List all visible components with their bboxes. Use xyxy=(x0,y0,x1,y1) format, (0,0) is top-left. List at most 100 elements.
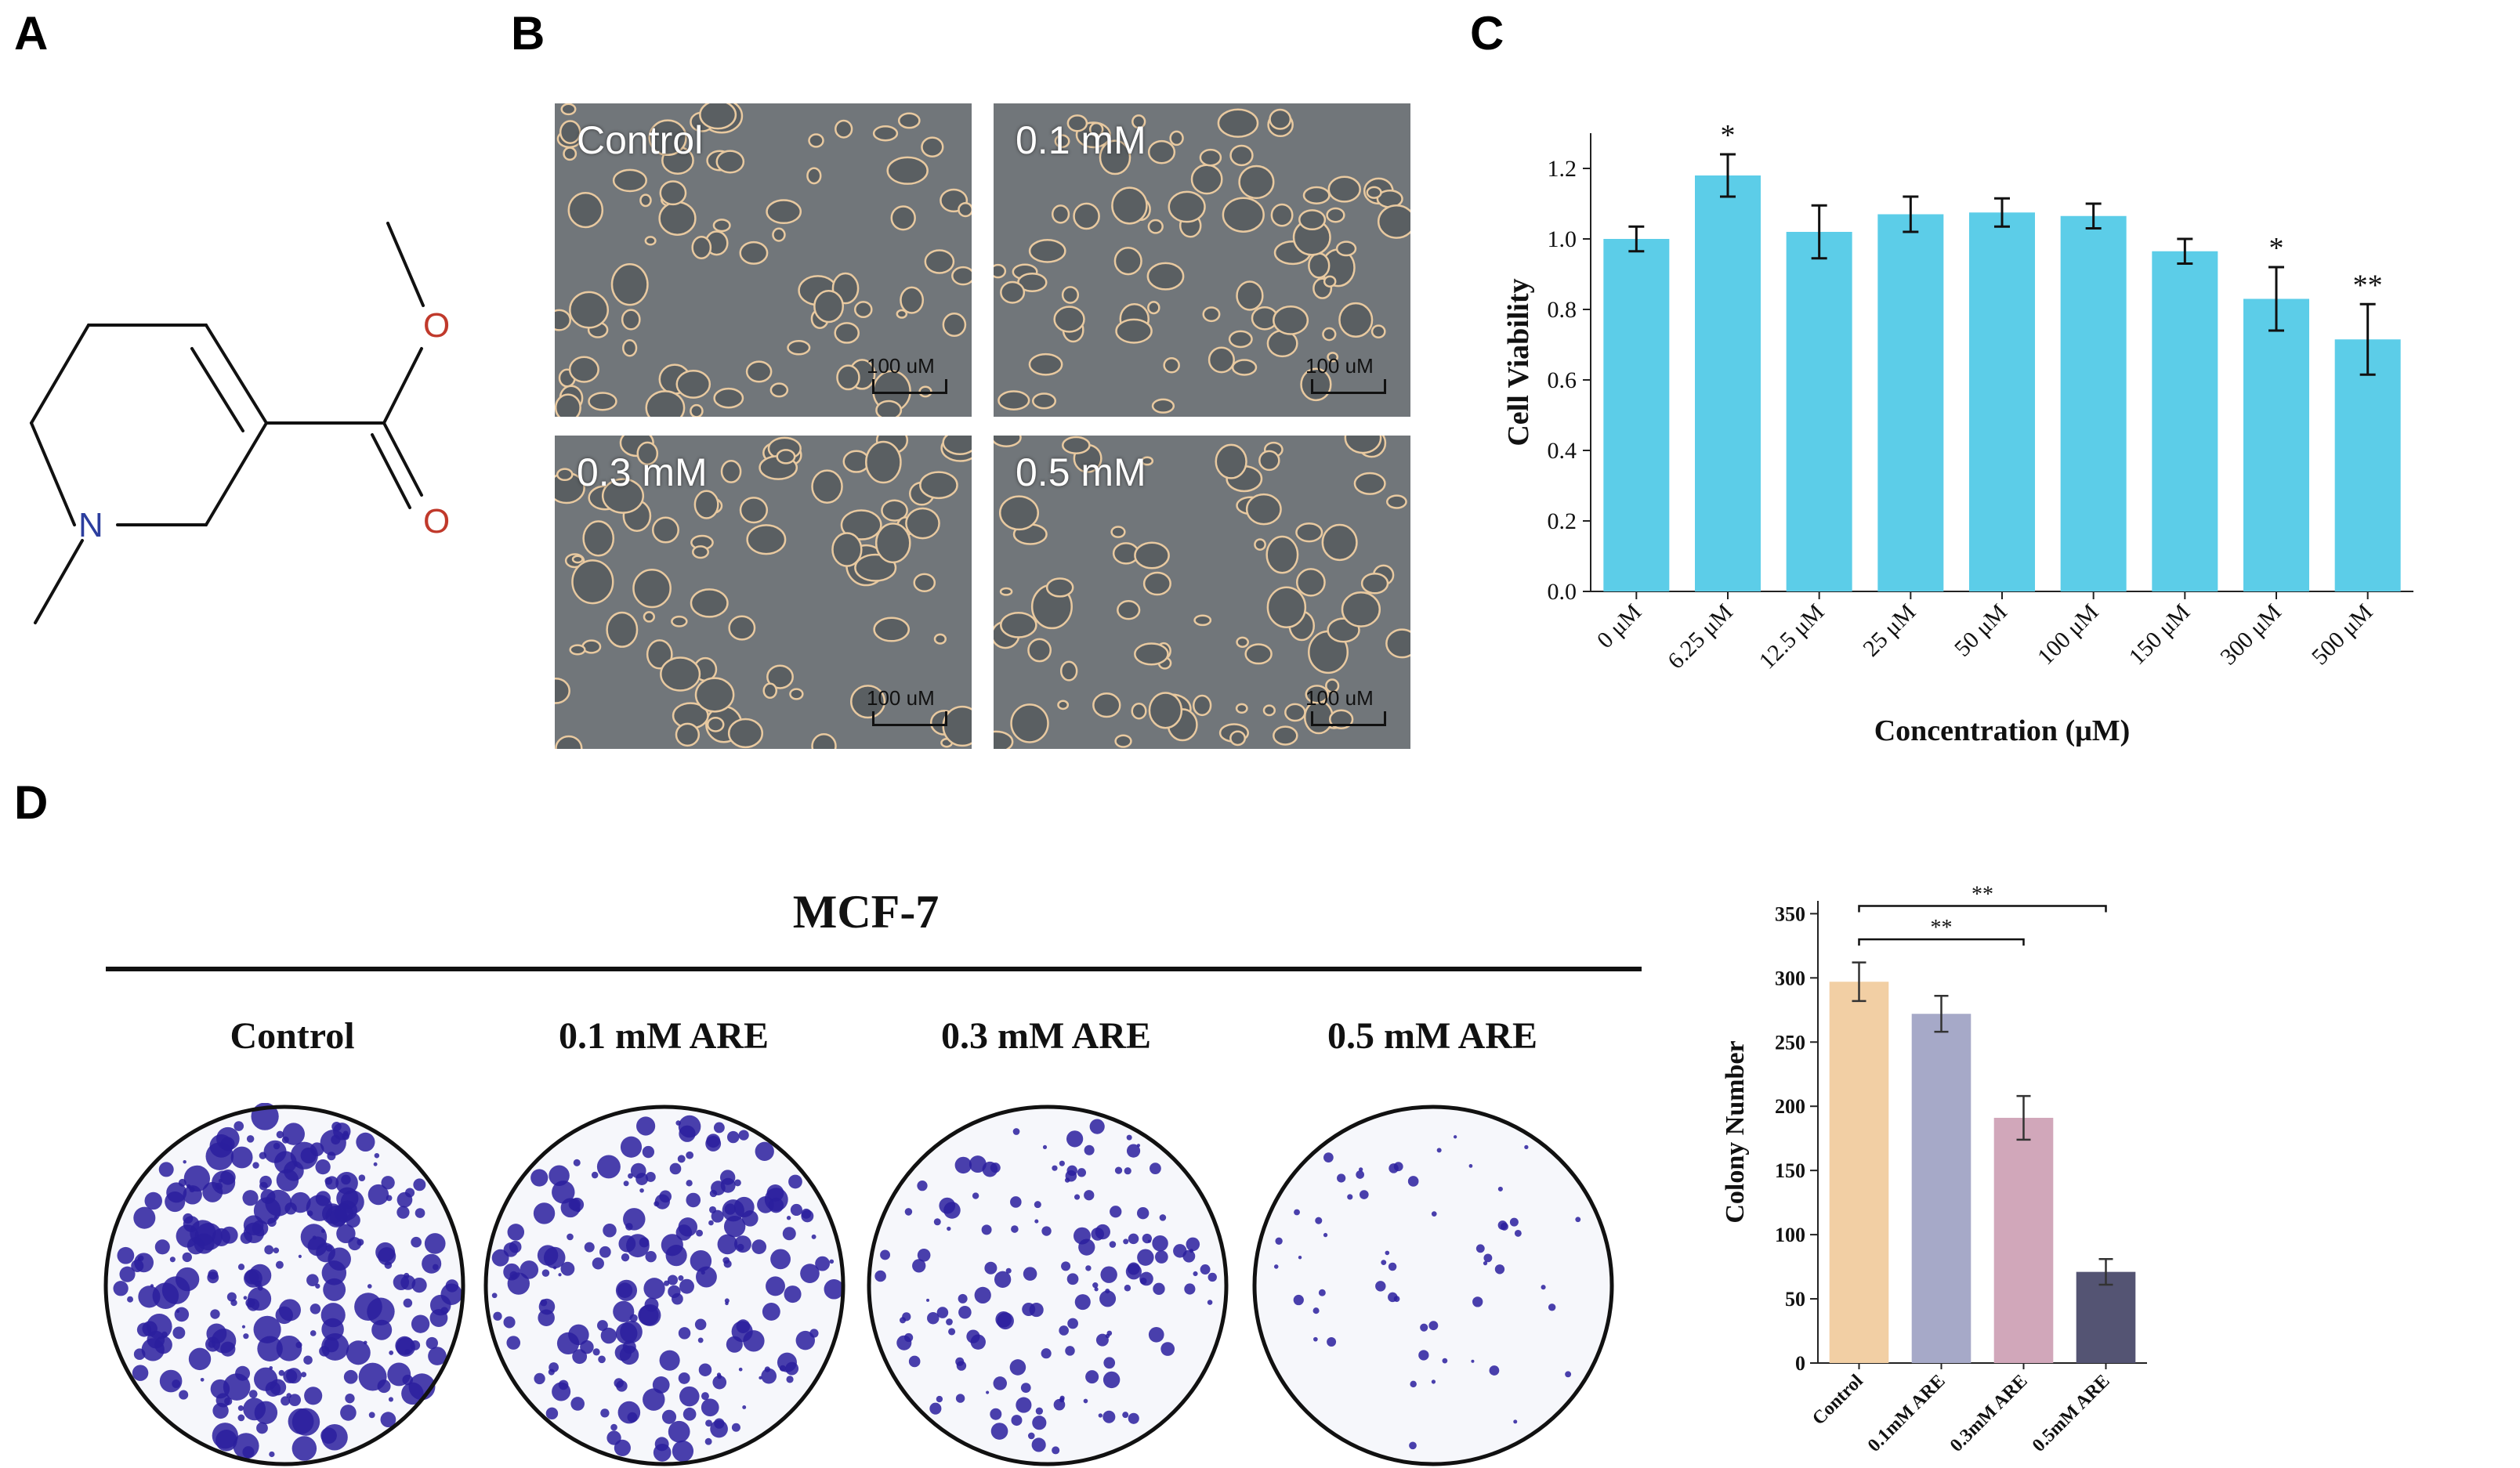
colony xyxy=(1011,1225,1019,1233)
colony xyxy=(200,1377,205,1382)
cell-cluster xyxy=(1134,642,1169,666)
colony xyxy=(1041,1348,1052,1359)
colony xyxy=(1150,1162,1161,1174)
bar xyxy=(1603,239,1670,591)
dish-rim xyxy=(103,1105,465,1466)
cell-cluster xyxy=(644,236,657,246)
cell-cluster xyxy=(776,449,796,465)
colony xyxy=(667,1275,679,1285)
colony xyxy=(616,1380,628,1392)
colony xyxy=(694,1318,707,1331)
y-tick-label: 100 xyxy=(1775,1224,1805,1246)
colony xyxy=(678,1372,690,1384)
cell-cluster xyxy=(1147,301,1160,315)
colony xyxy=(134,1253,154,1273)
colony xyxy=(1453,1135,1457,1139)
colony xyxy=(243,1397,266,1421)
cell-cluster xyxy=(1236,280,1264,311)
colony xyxy=(320,1228,325,1233)
colony xyxy=(1497,1186,1503,1191)
colony xyxy=(1436,1148,1442,1153)
colony xyxy=(545,1407,559,1420)
cell-cluster xyxy=(560,103,577,116)
colony xyxy=(207,1271,219,1284)
colony xyxy=(257,1336,283,1362)
y-tick-label: 0.6 xyxy=(1548,367,1577,393)
cell-cluster xyxy=(1328,709,1354,729)
y-tick-label: 0.2 xyxy=(1548,508,1577,534)
colony xyxy=(572,1349,588,1365)
colony xyxy=(1124,1167,1131,1175)
cell-cluster xyxy=(1053,306,1085,333)
colony xyxy=(273,1215,278,1220)
colony xyxy=(1514,1229,1522,1237)
cell-cluster xyxy=(1027,638,1052,663)
colony xyxy=(253,1367,278,1391)
colony xyxy=(205,1336,220,1352)
colony xyxy=(1136,1207,1150,1220)
colony xyxy=(1029,1303,1044,1318)
colony xyxy=(714,1418,725,1429)
cell-cluster xyxy=(1366,186,1382,199)
colony xyxy=(1084,1144,1095,1155)
scale-bar xyxy=(872,379,947,394)
colony xyxy=(303,1355,313,1365)
colony xyxy=(669,1162,682,1175)
colony xyxy=(226,1292,237,1302)
colony xyxy=(415,1208,425,1218)
colony xyxy=(1312,1307,1320,1314)
colony-divider xyxy=(106,967,1642,971)
colony xyxy=(242,1190,259,1206)
cell-cluster xyxy=(881,499,908,522)
micrograph-0-1mm: 0.1 mM 100 uM xyxy=(994,103,1410,417)
colony xyxy=(701,1270,705,1275)
significance-bracket xyxy=(1858,905,2107,913)
colony xyxy=(1041,1226,1052,1236)
colony xyxy=(194,1233,215,1254)
colony xyxy=(186,1184,191,1189)
colony xyxy=(154,1239,170,1255)
colony xyxy=(520,1260,539,1279)
x-tick-label: 25 μM xyxy=(1858,599,1921,662)
colony xyxy=(614,1439,631,1456)
cell-cluster xyxy=(1236,636,1249,648)
cell-cluster xyxy=(1321,523,1358,562)
colony xyxy=(1275,1237,1283,1245)
colony xyxy=(1407,1176,1419,1187)
colony xyxy=(422,1253,442,1274)
colony xyxy=(709,1206,717,1213)
colony xyxy=(1109,1241,1117,1248)
colony xyxy=(786,1216,791,1220)
colony xyxy=(159,1369,183,1393)
cell-cluster xyxy=(690,403,704,417)
colony xyxy=(252,1162,259,1169)
cell-cluster xyxy=(555,735,583,749)
cell-cluster xyxy=(1254,538,1266,551)
x-tick-label: 0 μM xyxy=(1592,599,1646,653)
colony xyxy=(1385,1250,1390,1256)
cell-cluster xyxy=(998,495,1040,531)
colony xyxy=(286,1393,291,1398)
cell-cluster xyxy=(1028,238,1066,263)
colony xyxy=(993,1376,1007,1390)
colony xyxy=(127,1296,134,1303)
colony xyxy=(315,1159,331,1175)
colony xyxy=(719,1170,736,1185)
colony xyxy=(331,1121,342,1132)
colony xyxy=(1083,1398,1088,1404)
colony xyxy=(770,1249,791,1270)
colony xyxy=(759,1376,762,1380)
dish-rim xyxy=(867,1105,1229,1466)
cell-cluster xyxy=(559,120,581,144)
colony xyxy=(1077,1168,1087,1177)
colony xyxy=(1327,1337,1337,1347)
colony xyxy=(343,1369,358,1384)
cell-cluster xyxy=(1115,318,1153,344)
colony xyxy=(742,1405,747,1409)
colony xyxy=(1500,1222,1508,1231)
bar xyxy=(1877,214,1944,591)
micrograph-0-3mm: 0.3 mM 100 uM xyxy=(555,436,972,749)
cell-cluster xyxy=(1057,700,1070,710)
colony xyxy=(549,1362,559,1372)
cell-cluster xyxy=(621,309,641,331)
